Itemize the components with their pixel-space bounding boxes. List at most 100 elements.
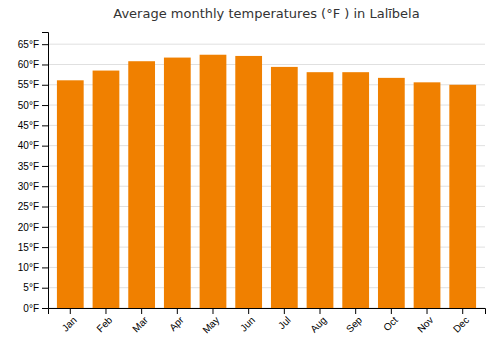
x-tick-mark xyxy=(391,308,392,314)
x-axis: Jan Feb Mar Apr May Jun Jul Aug Sep Oct Nov Dec xyxy=(49,308,486,336)
x-tick: Mar xyxy=(130,308,150,334)
grid-line xyxy=(48,64,485,65)
y-tick-label: 25°F xyxy=(18,201,39,212)
y-tick: 25°F xyxy=(18,201,48,212)
y-tick: 65°F xyxy=(18,39,48,50)
y-tick: 5°F xyxy=(23,282,48,293)
x-tick-label: Sep xyxy=(344,314,365,335)
x-tick-mark xyxy=(427,308,428,314)
y-tick-label: 30°F xyxy=(18,181,39,192)
x-axis-line xyxy=(49,309,486,315)
bar xyxy=(449,85,476,308)
x-tick: Jul xyxy=(276,308,293,331)
y-tick-label: 5°F xyxy=(23,282,39,293)
x-tick-mark xyxy=(177,308,178,314)
x-tick-label: Jun xyxy=(238,314,257,333)
y-tick-mark xyxy=(42,166,48,167)
y-tick: 55°F xyxy=(18,79,48,90)
bar xyxy=(200,55,227,308)
bar xyxy=(128,61,155,308)
y-tick-mark xyxy=(42,186,48,187)
x-tick-mark xyxy=(320,308,321,314)
bar xyxy=(164,58,191,308)
bar xyxy=(378,78,405,308)
x-tick: Aug xyxy=(308,308,328,335)
x-tick-mark xyxy=(105,308,106,314)
grid-line xyxy=(48,44,485,45)
x-tick: May xyxy=(200,308,221,336)
x-tick-label: Nov xyxy=(415,314,435,334)
y-tick-mark xyxy=(42,247,48,248)
x-tick: Sep xyxy=(344,308,365,335)
bar xyxy=(235,56,262,308)
bar xyxy=(307,72,334,308)
y-tick: 50°F xyxy=(18,100,48,111)
x-tick-label: Jan xyxy=(60,314,79,333)
x-tick-mark xyxy=(248,308,249,314)
y-tick: 15°F xyxy=(18,242,48,253)
x-tick-label: Feb xyxy=(94,314,114,334)
y-tick: 60°F xyxy=(18,59,48,70)
x-tick-label: Oct xyxy=(381,314,400,333)
y-tick: 35°F xyxy=(18,161,48,172)
x-tick-label: Dec xyxy=(451,314,471,334)
y-axis: 0°F 5°F 10°F 15°F 20°F 25°F 30°F 35°F 40°F 45°F 50… xyxy=(18,33,49,314)
y-tick-mark xyxy=(42,64,48,65)
bar xyxy=(342,72,369,308)
y-tick-mark xyxy=(42,105,48,106)
y-tick: 30°F xyxy=(18,181,48,192)
x-tick: Nov xyxy=(415,308,435,335)
y-tick-label: 50°F xyxy=(18,100,39,111)
y-tick-label: 65°F xyxy=(18,39,39,50)
bar xyxy=(93,71,120,308)
y-tick-mark xyxy=(42,227,48,228)
x-tick: Feb xyxy=(94,308,114,334)
x-tick: Oct xyxy=(381,308,400,333)
y-tick-label: 20°F xyxy=(18,222,39,233)
y-axis-line xyxy=(42,33,49,309)
x-tick-mark xyxy=(462,308,463,314)
y-tick-mark xyxy=(42,85,48,86)
x-tick-label: Aug xyxy=(308,314,328,334)
y-tick-label: 40°F xyxy=(18,140,39,151)
y-tick-mark xyxy=(42,125,48,126)
x-tick-mark xyxy=(355,308,356,314)
y-tick-label: 55°F xyxy=(18,79,39,90)
x-tick: Jan xyxy=(60,308,79,334)
chart-container: 0°F 5°F 10°F 15°F 20°F 25°F 30°F 35°F 40°F 45°F 50… xyxy=(0,0,500,350)
x-tick-mark xyxy=(212,308,213,314)
y-tick-mark xyxy=(42,44,48,45)
y-tick: 10°F xyxy=(18,262,48,273)
y-tick-label: 45°F xyxy=(18,120,39,131)
x-tick-label: Mar xyxy=(130,314,150,334)
y-tick-label: 0°F xyxy=(23,303,39,314)
chart-svg: 0°F 5°F 10°F 15°F 20°F 25°F 30°F 35°F 40°F 45°F 50… xyxy=(0,0,500,350)
y-tick: 0°F xyxy=(23,303,48,314)
y-tick-mark xyxy=(42,308,48,309)
x-tick: Dec xyxy=(451,308,471,335)
grid xyxy=(48,44,485,308)
x-tick-label: Apr xyxy=(167,314,186,333)
bar xyxy=(414,82,441,308)
x-tick-label: Jul xyxy=(276,314,293,331)
bar xyxy=(271,67,298,308)
y-tick-mark xyxy=(42,267,48,268)
x-tick-label: May xyxy=(200,314,221,335)
y-tick-mark xyxy=(42,288,48,289)
y-tick: 45°F xyxy=(18,120,48,131)
x-tick: Jun xyxy=(238,308,257,334)
x-tick-mark xyxy=(70,308,71,314)
y-tick-label: 35°F xyxy=(18,161,39,172)
y-tick-label: 10°F xyxy=(18,262,39,273)
y-tick-label: 60°F xyxy=(18,59,39,70)
x-tick-mark xyxy=(141,308,142,314)
y-tick: 20°F xyxy=(18,222,48,233)
y-tick-label: 15°F xyxy=(18,242,39,253)
x-tick-mark xyxy=(284,308,285,314)
title: Average monthly temperatures (°F ) in La… xyxy=(113,6,419,21)
y-tick: 40°F xyxy=(18,140,48,151)
bars xyxy=(57,55,476,308)
bar xyxy=(57,80,84,308)
x-tick: Apr xyxy=(167,308,186,333)
y-tick-mark xyxy=(42,207,48,208)
